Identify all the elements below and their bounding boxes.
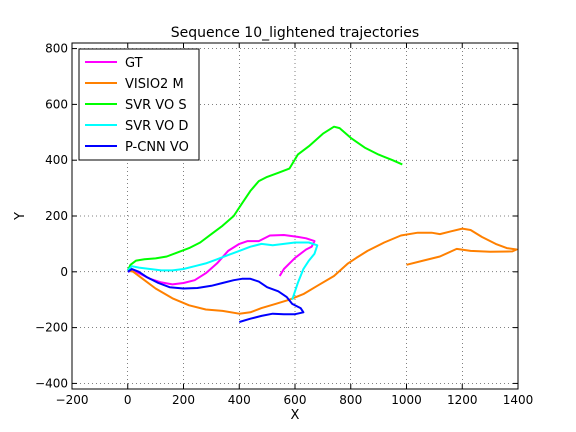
- legend-label: SVR VO S: [125, 98, 187, 113]
- series-line-p-cnn-vo: [127, 268, 305, 323]
- legend-box: [78, 48, 200, 161]
- y-tick-label: −400: [35, 376, 68, 390]
- y-tick-label: 0: [60, 265, 68, 279]
- y-tick-label: −200: [35, 321, 68, 335]
- x-tick-label: 1400: [503, 393, 534, 407]
- legend-label: SVR VO D: [125, 119, 188, 134]
- y-tick-label: 400: [45, 153, 68, 167]
- legend-label: VISIO2 M: [125, 77, 184, 92]
- series-line-svr-vo-s: [126, 125, 403, 271]
- ticks: −200 0 200 400 600 800 1000 1200 1400 −400 −200 0 20…: [35, 42, 533, 407]
- y-tick-label: 800: [45, 42, 68, 56]
- x-tick-label: 1200: [447, 393, 478, 407]
- x-tick-label: 600: [284, 393, 307, 407]
- x-tick-label: 1000: [391, 393, 422, 407]
- grid: [72, 43, 518, 389]
- series-line-visio2-m: [127, 227, 518, 315]
- series-lines: [126, 125, 518, 323]
- legend-label: P-CNN VO: [125, 140, 189, 155]
- x-tick-label: 0: [124, 393, 132, 407]
- chart-title: Sequence 10_lightened trajectories: [171, 25, 419, 41]
- series-line-gt: [127, 234, 316, 286]
- x-tick-label: −200: [56, 393, 89, 407]
- y-tick-label: 200: [45, 209, 68, 223]
- x-tick-label: 200: [172, 393, 195, 407]
- y-tick-label: 600: [45, 97, 68, 111]
- x-tick-label: 800: [339, 393, 362, 407]
- x-axis-label: X: [291, 408, 300, 423]
- series-line-svr-vo-d: [127, 241, 319, 301]
- x-tick-label: 400: [228, 393, 251, 407]
- legend: GT VISIO2 M SVR VO S SVR VO D P-CNN VO: [78, 48, 200, 161]
- legend-label: GT: [125, 56, 143, 71]
- y-axis-label: Y: [13, 212, 28, 221]
